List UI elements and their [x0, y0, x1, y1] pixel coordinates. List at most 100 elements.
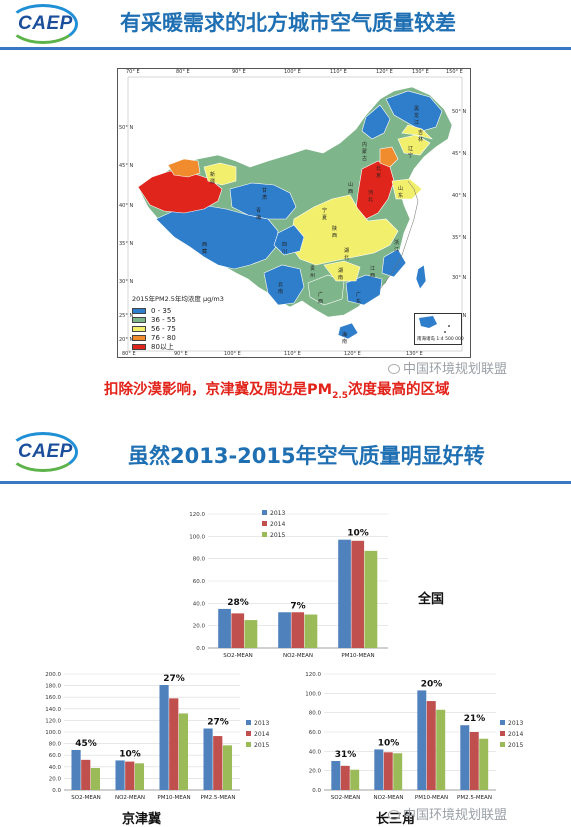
- y-tick-label: 140.0: [45, 707, 61, 713]
- region-tibet: [155, 204, 279, 270]
- bar-PM10-MEAN-2013: [159, 685, 169, 790]
- y-tick-label: 20.0: [193, 624, 206, 630]
- region-fujian-blue: [381, 248, 407, 278]
- south-china-sea-inset: 南海诸岛 1:4 500 000: [414, 313, 464, 345]
- legend-label: 2014: [270, 521, 285, 528]
- legend-item: 0 - 35: [132, 306, 242, 315]
- legend-label: 2015: [508, 742, 523, 749]
- legend-label: 2014: [508, 731, 523, 738]
- y-tick-label: 0.0: [196, 646, 205, 652]
- region-guangdong: [345, 274, 383, 306]
- legend-swatch: [132, 307, 146, 314]
- legend-swatch: [246, 742, 251, 747]
- bar-NO2-MEAN-2015: [393, 753, 403, 790]
- watermark-1: 中国环境规划联盟: [388, 358, 507, 377]
- region-hebei-orange: [379, 146, 399, 168]
- region-shandong: [391, 178, 423, 200]
- y-tick-label: 40.0: [49, 765, 62, 771]
- wechat-icon: [388, 810, 400, 820]
- bar-PM10-MEAN-2014: [351, 540, 365, 648]
- bar-SO2-MEAN-2014: [231, 613, 245, 648]
- legend-swatch: [132, 325, 146, 332]
- y-tick-label: 60.0: [49, 753, 62, 759]
- y-tick-label: 100.0: [305, 691, 321, 697]
- legend-swatch: [500, 742, 505, 747]
- bar-NO2-MEAN-2014: [383, 752, 393, 790]
- chart-changsanjiao: 0.0 20.0 40.0 60.0 80.0 100.0 120.0 SO2-MEAN 31%…: [298, 666, 538, 808]
- region-northeast: [385, 90, 443, 132]
- bar-PM10-MEAN-2013: [417, 690, 427, 790]
- y-tick-label: 0.0: [312, 788, 321, 794]
- legend-label: 2013: [254, 720, 269, 727]
- wechat-icon: [388, 364, 400, 374]
- logo-text: CAEP: [18, 13, 73, 34]
- y-tick-label: 20.0: [49, 776, 62, 782]
- bar-PM10-MEAN-2013: [338, 539, 351, 648]
- bar-SO2-MEAN-2015: [350, 769, 360, 790]
- bar-NO2-MEAN-2015: [134, 763, 145, 790]
- logo-swoosh-icon: [8, 432, 78, 472]
- y-tick-label: 120.0: [189, 512, 205, 518]
- legend-swatch: [246, 720, 251, 725]
- bar-SO2-MEAN-2015: [244, 620, 258, 648]
- logo-text: CAEP: [18, 441, 73, 462]
- y-tick-label: 80.0: [49, 742, 62, 748]
- slide1-caption: 扣除沙漠影响，京津冀及周边是PM2.5浓度最高的区域: [104, 382, 450, 401]
- reduction-annotation: 7%: [290, 601, 305, 611]
- y-tick-label: 40.0: [309, 749, 322, 755]
- y-tick-label: 60.0: [193, 579, 206, 585]
- inset-islands-svg: [419, 316, 450, 333]
- y-tick-label: 80.0: [309, 711, 322, 717]
- legend-swatch: [500, 731, 505, 736]
- bar-NO2-MEAN-2014: [125, 761, 135, 790]
- slide1-header: CAEP 有采暖需求的北方城市空气质量较差: [0, 0, 571, 52]
- chart-national-label: 全国: [418, 592, 445, 607]
- x-tick-label: SO2-MEAN: [223, 653, 252, 659]
- chart-national: 0.0 20.0 40.0 60.0 80.0 100.0 120.0 SO2-MEAN 28%…: [180, 506, 410, 676]
- y-tick-label: 60.0: [309, 730, 322, 736]
- watermark-2: 中国环境规划联盟: [388, 804, 507, 823]
- legend-swatch: [132, 343, 146, 350]
- slide2-header: CAEP 虽然2013-2015年空气质量明显好转: [0, 424, 571, 484]
- header-divider: [0, 481, 571, 484]
- region-xinjiang-yellow: [203, 162, 237, 186]
- x-tick-label: PM2.5-MEAN: [457, 795, 492, 801]
- legend-swatch: [500, 720, 505, 725]
- y-tick-label: 160.0: [45, 695, 61, 701]
- region-xinjiang-orange: [167, 158, 201, 178]
- bar-SO2-MEAN-2014: [340, 765, 350, 790]
- legend-item: 76 - 80: [132, 333, 242, 342]
- reduction-annotation: 10%: [347, 529, 369, 539]
- reduction-annotation: 20%: [421, 679, 443, 689]
- reduction-annotation: 21%: [464, 714, 486, 724]
- reduction-annotation: 31%: [335, 750, 357, 760]
- slide2-title: 虽然2013-2015年空气质量明显好转: [128, 444, 485, 468]
- reduction-annotation: 28%: [227, 598, 249, 608]
- bar-PM2.5-MEAN-2013: [203, 728, 213, 790]
- bar-NO2-MEAN-2013: [115, 760, 125, 790]
- y-tick-label: 20.0: [309, 769, 322, 775]
- caep-logo: CAEP: [8, 4, 78, 44]
- pm25-map: 70° E 80° E 90° E 100° E 110° E 120° E 1…: [117, 68, 471, 358]
- chart-jingjinji: 0.0 20.0 40.0 60.0 80.0 100.0 120.0 140.0 160.0 1…: [36, 666, 281, 808]
- bar-NO2-MEAN-2015: [304, 614, 318, 648]
- y-tick-label: 40.0: [193, 601, 206, 607]
- legend-item: 36 - 55: [132, 315, 242, 324]
- x-tick-label: SO2-MEAN: [71, 795, 100, 801]
- bar-NO2-MEAN-2013: [374, 749, 384, 790]
- bar-SO2-MEAN-2014: [81, 759, 91, 790]
- legend-label: 2015: [254, 742, 269, 749]
- y-tick-label: 120.0: [305, 672, 321, 678]
- bar-PM10-MEAN-2014: [426, 701, 436, 790]
- legend-swatch: [262, 521, 267, 526]
- bar-PM2.5-MEAN-2014: [469, 732, 479, 790]
- reduction-annotation: 45%: [75, 739, 97, 749]
- x-tick-label: SO2-MEAN: [331, 795, 360, 801]
- legend-label: 2013: [270, 510, 285, 517]
- legend-label: 2014: [254, 731, 269, 738]
- legend-swatch: [262, 510, 267, 515]
- legend-swatch: [262, 532, 267, 537]
- logo-swoosh-icon: [8, 4, 78, 44]
- legend-swatch: [132, 334, 146, 341]
- region-inner-mongolia-blue: [361, 104, 391, 140]
